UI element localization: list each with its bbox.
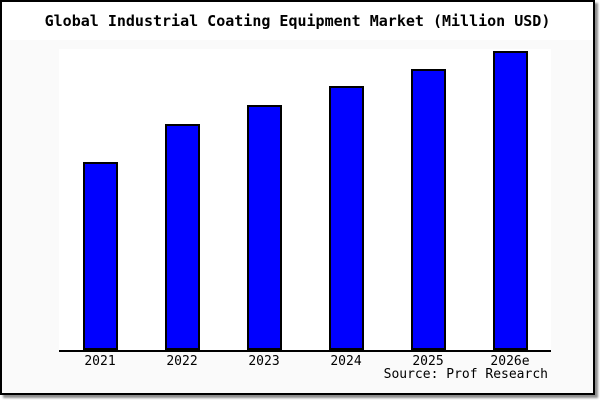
bar-2021 [82,162,118,350]
title-strip: Global Industrial Coating Equipment Mark… [2,2,593,40]
x-tick-label-2025: 2025 [412,354,444,369]
bar-slot-2026e [469,49,551,350]
bar-slot-2025 [387,49,469,350]
bar-slot-2024 [305,49,387,350]
chart-frame: Global Industrial Coating Equipment Mark… [0,0,595,395]
bar-2024 [328,86,364,350]
x-axis-labels: 2021 2022 2023 2024 2025 2026e [59,354,551,369]
bar-slot-2021 [59,49,141,350]
source-attribution: Source: Prof Research [383,367,548,382]
bar-2025 [410,69,446,350]
x-tick-label-2026e: 2026e [490,354,530,369]
x-tick-label-2024: 2024 [330,354,362,369]
x-tick-label-2023: 2023 [248,354,280,369]
chart-title: Global Industrial Coating Equipment Mark… [44,12,551,30]
plot-area [59,49,551,350]
x-axis-line [59,350,551,352]
bar-slot-2022 [141,49,223,350]
x-tick-label-2022: 2022 [166,354,198,369]
bar-2022 [164,124,200,350]
x-tick-label-2021: 2021 [84,354,116,369]
bar-2026e [492,51,528,350]
bar-2023 [246,105,282,350]
bar-slot-2023 [223,49,305,350]
